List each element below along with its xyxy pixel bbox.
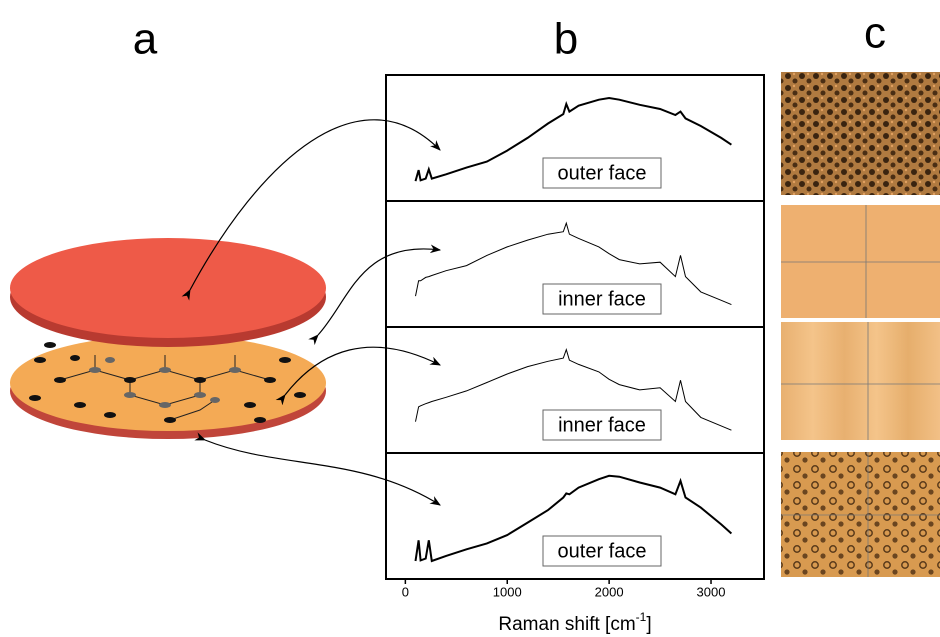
x-tick-label: 3000 [697,584,726,599]
x-axis-title-part: ] [646,614,651,635]
disk-illustration [10,238,326,439]
panel-label: c [864,9,886,58]
x-tick-label: 2000 [595,584,624,599]
panel-label: b [554,15,578,64]
figure: a b c [0,0,940,637]
x-tick-label: 1000 [493,584,522,599]
annotation: inner face [558,414,646,436]
micrographs [781,72,940,577]
annotation: outer face [558,162,647,184]
panel-label: a [133,15,158,64]
x-axis-title: Raman shift [cm-1] [498,610,651,635]
x-axis-title-part: -1 [636,610,647,624]
x-tick-label: 0 [402,584,409,599]
annotation: inner face [558,288,646,310]
annotation: outer face [558,540,647,562]
x-axis-title-part: Raman shift [cm [498,614,635,635]
